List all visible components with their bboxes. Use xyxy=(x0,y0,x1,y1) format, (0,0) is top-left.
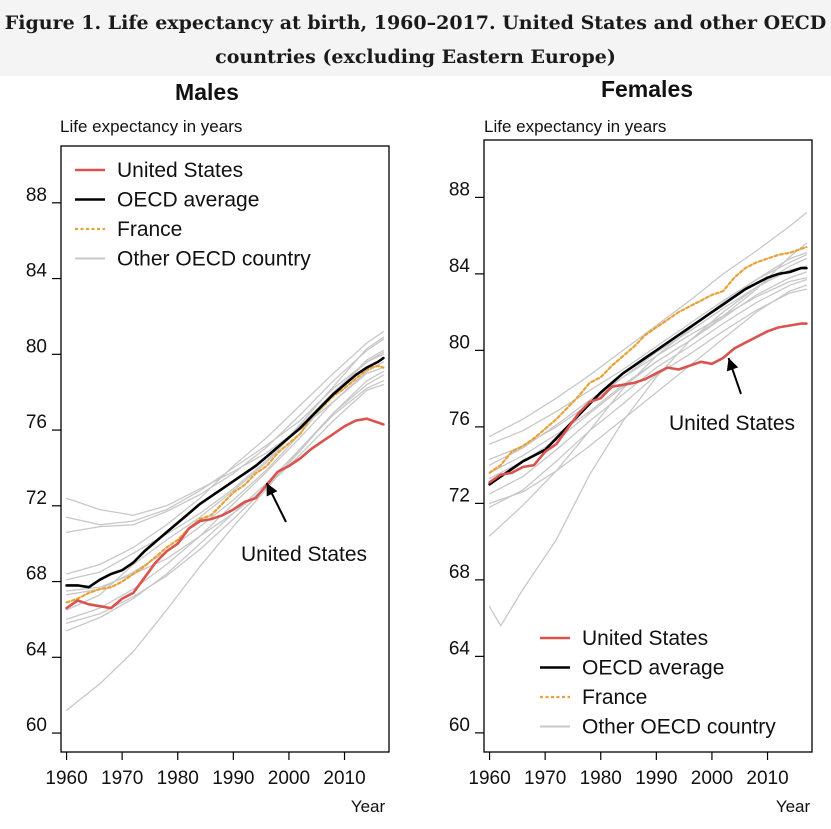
panel-females: Females Life expectancy in years Year 60 64 6… xyxy=(449,76,813,816)
series-line-france xyxy=(65,364,385,604)
annotation-label: United States xyxy=(241,543,367,566)
series-line-other-7 xyxy=(488,288,808,508)
series-line-other-2 xyxy=(488,212,808,438)
series-line-other-5 xyxy=(488,271,808,480)
x-tick-label: 1990 xyxy=(635,768,677,789)
panel-title: Males xyxy=(175,79,239,105)
panel-title: Females xyxy=(601,76,693,102)
series-line-other-11 xyxy=(65,374,385,624)
series-line-other-8 xyxy=(65,366,385,516)
y-tick-label: 64 xyxy=(26,639,48,660)
y-tick-label: 68 xyxy=(26,564,47,585)
y-tick-label: 76 xyxy=(449,409,470,430)
x-tick-label: 2000 xyxy=(691,768,733,789)
y-tick-label: 60 xyxy=(449,715,470,736)
legend-label-france: France xyxy=(117,218,182,241)
series-lines xyxy=(65,330,385,711)
x-tick-label: 1960 xyxy=(468,768,510,789)
series-line-other-2 xyxy=(65,338,385,533)
legend: United States OECD average France Other OEC… xyxy=(540,627,776,739)
figure-title-line2: countries (excluding Eastern Europe) xyxy=(215,46,616,68)
series-line-oecd xyxy=(65,356,385,589)
series-line-oecd xyxy=(488,266,808,486)
plot-frame xyxy=(483,139,813,753)
annotation-arrow-head xyxy=(266,483,278,497)
series-line-other-6 xyxy=(488,278,808,495)
panel-males: Males Life expectancy in years Year 60 64 68 7… xyxy=(26,79,390,816)
y-tick-label: 88 xyxy=(26,185,47,206)
x-axis-label: Year xyxy=(776,797,811,816)
y-tick-label: 72 xyxy=(26,488,47,509)
series-line-us xyxy=(65,417,385,610)
plot-frame xyxy=(60,145,390,753)
legend-label-other: Other OECD country xyxy=(117,248,311,271)
x-axis-label: Year xyxy=(351,797,386,816)
figure-title: Figure 1. Life expectancy at birth, 1960… xyxy=(0,6,831,74)
legend-label-oecd: OECD average xyxy=(582,657,724,680)
annotation-arrow-head xyxy=(726,358,739,372)
x-tick-label: 1960 xyxy=(45,768,87,789)
figure-title-line1: Figure 1. Life expectancy at birth, 1960… xyxy=(4,12,827,34)
series-line-other-8 xyxy=(488,277,808,466)
series-line-other-5 xyxy=(65,361,385,621)
y-tick-label: 68 xyxy=(449,562,470,583)
x-tick-label: 1980 xyxy=(157,768,199,789)
legend: United States OECD average France Other OEC… xyxy=(75,159,311,271)
annotation-label: United States xyxy=(669,412,795,435)
x-tick-label: 2010 xyxy=(746,768,788,789)
legend-label-france: France xyxy=(582,686,647,709)
y-tick-label: 60 xyxy=(26,715,47,736)
x-tick-label: 2000 xyxy=(268,768,310,789)
legend-label-oecd: OECD average xyxy=(117,189,259,212)
series-line-other-3 xyxy=(65,336,385,581)
legend-label-us: United States xyxy=(582,627,708,650)
y-tick-label: 76 xyxy=(26,412,47,433)
y-tick-label: 64 xyxy=(449,638,471,659)
legend-label-us: United States xyxy=(117,159,243,182)
y-tick-label: 80 xyxy=(449,332,470,353)
series-line-other-0 xyxy=(65,380,385,711)
series-line-other-9 xyxy=(65,351,385,611)
x-tick-label: 1970 xyxy=(524,768,566,789)
y-tick-label: 84 xyxy=(449,256,471,277)
series-line-other-10 xyxy=(488,284,808,505)
x-tick-label: 1980 xyxy=(580,768,622,789)
series-line-other-10 xyxy=(65,330,385,575)
series-line-other-1 xyxy=(65,353,385,526)
legend-label-other: Other OECD country xyxy=(582,716,776,739)
x-tick-label: 1970 xyxy=(101,768,143,789)
y-axis-caption: Life expectancy in years xyxy=(484,117,666,136)
y-tick-label: 80 xyxy=(26,336,47,357)
y-tick-label: 72 xyxy=(449,485,470,506)
series-line-other-3 xyxy=(488,254,808,445)
series-line-other-7 xyxy=(65,383,385,592)
y-tick-label: 84 xyxy=(26,261,48,282)
y-tick-label: 88 xyxy=(449,179,470,200)
series-lines xyxy=(488,212,808,627)
x-tick-label: 1990 xyxy=(212,768,254,789)
x-tick-label: 2010 xyxy=(323,768,365,789)
y-axis-caption: Life expectancy in years xyxy=(60,117,242,136)
figure-title-band xyxy=(0,0,831,76)
series-line-france xyxy=(488,246,808,474)
series-line-us xyxy=(488,322,808,484)
series-line-other-0 xyxy=(488,257,808,627)
